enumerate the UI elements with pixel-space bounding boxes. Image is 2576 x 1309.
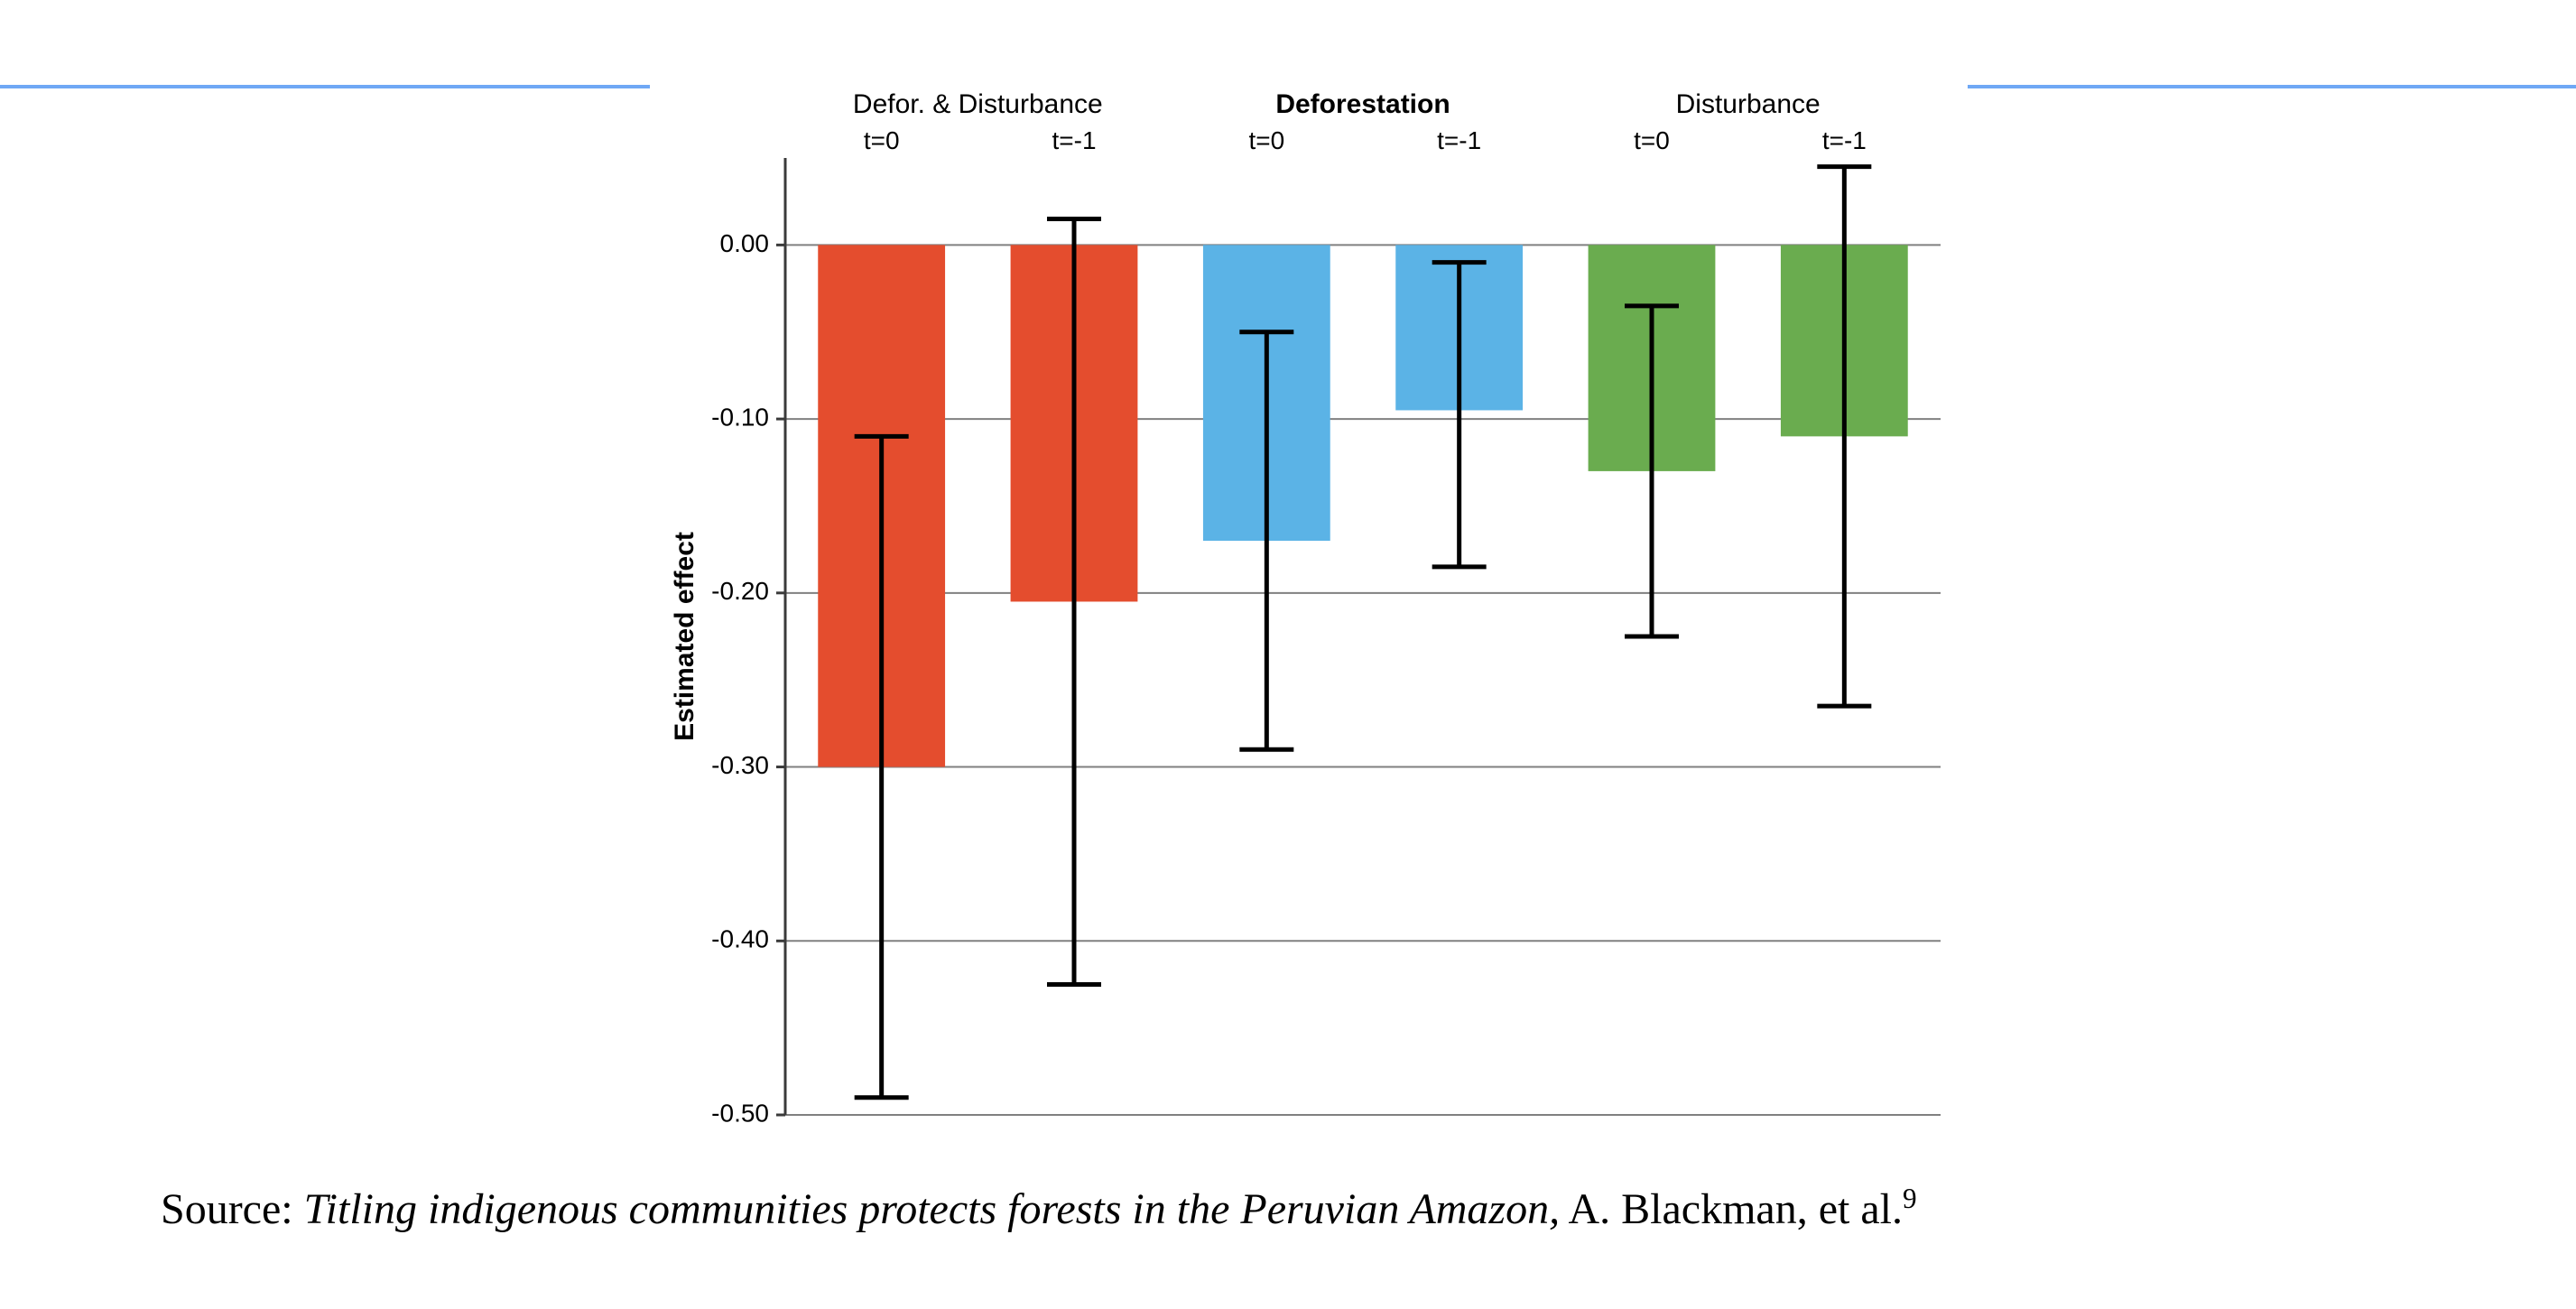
svg-text:t=-1: t=-1: [1437, 126, 1481, 154]
svg-text:-0.50: -0.50: [711, 1099, 769, 1127]
svg-text:0.00: 0.00: [720, 229, 770, 257]
chart-svg: 0.00 -0.10 -0.20 -0.30 -0.40 -0.50 Estimated e…: [650, 63, 1968, 1137]
svg-text:t=-1: t=-1: [1822, 126, 1867, 154]
source-footnote: 9: [1903, 1183, 1917, 1214]
source-authors: A. Blackman, et al.: [1568, 1185, 1903, 1233]
svg-text:-0.40: -0.40: [711, 925, 769, 953]
estimated-effect-bar-chart: 0.00 -0.10 -0.20 -0.30 -0.40 -0.50 Estimated e…: [650, 63, 1968, 1137]
svg-text:Estimated effect: Estimated effect: [670, 532, 700, 741]
svg-text:t=-1: t=-1: [1052, 126, 1096, 154]
svg-text:Deforestation: Deforestation: [1275, 89, 1450, 119]
source-title-italic: Titling indigenous communities protects …: [304, 1185, 1560, 1233]
page: 0.00 -0.10 -0.20 -0.30 -0.40 -0.50 Estimated e…: [0, 0, 2576, 1309]
svg-text:-0.30: -0.30: [711, 751, 769, 779]
source-citation: Source: Titling indigenous communities p…: [161, 1183, 1917, 1234]
svg-text:-0.10: -0.10: [711, 403, 769, 431]
svg-text:t=0: t=0: [1634, 126, 1670, 154]
svg-text:t=0: t=0: [1248, 126, 1284, 154]
svg-text:-0.20: -0.20: [711, 577, 769, 605]
svg-text:t=0: t=0: [864, 126, 900, 154]
svg-text:Defor. & Disturbance: Defor. & Disturbance: [853, 89, 1103, 119]
svg-text:Disturbance: Disturbance: [1676, 89, 1821, 119]
source-prefix: Source:: [161, 1185, 304, 1233]
